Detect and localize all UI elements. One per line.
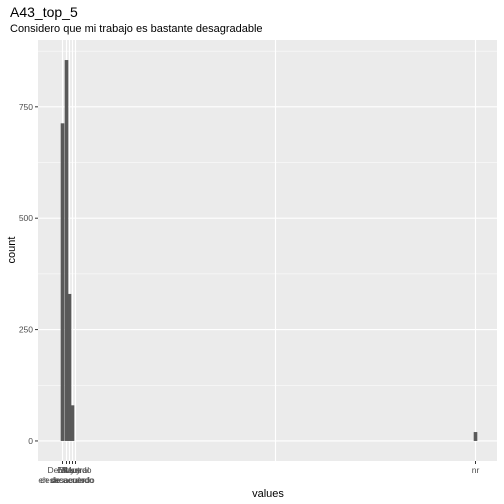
- plot-panel: [38, 40, 497, 461]
- y-tick-label: 750: [19, 102, 33, 112]
- bar: [67, 293, 72, 441]
- bar: [64, 60, 69, 441]
- bar: [70, 405, 75, 441]
- chart-subtitle: Considero que mi trabajo es bastante des…: [10, 23, 263, 35]
- x-tick-label: Muy de acuerdo: [51, 465, 94, 485]
- y-tick-label: 250: [19, 325, 33, 335]
- x-tick-label: Neutral: [62, 465, 90, 475]
- x-tick-label: En desacuerdo: [40, 465, 85, 485]
- x-tick-label: nr: [472, 465, 480, 475]
- y-tick-label: 0: [28, 436, 33, 446]
- x-tick-label: De acuerdo: [48, 465, 92, 475]
- x-axis-title: values: [252, 488, 284, 500]
- x-tick-label: Muy en desacuerdo: [38, 465, 95, 485]
- bar: [60, 123, 65, 441]
- y-axis-title: count: [6, 237, 18, 264]
- y-tick-label: 500: [19, 213, 33, 223]
- chart-title: A43_top_5: [10, 4, 78, 20]
- bars: [60, 60, 478, 441]
- bar: [473, 432, 478, 441]
